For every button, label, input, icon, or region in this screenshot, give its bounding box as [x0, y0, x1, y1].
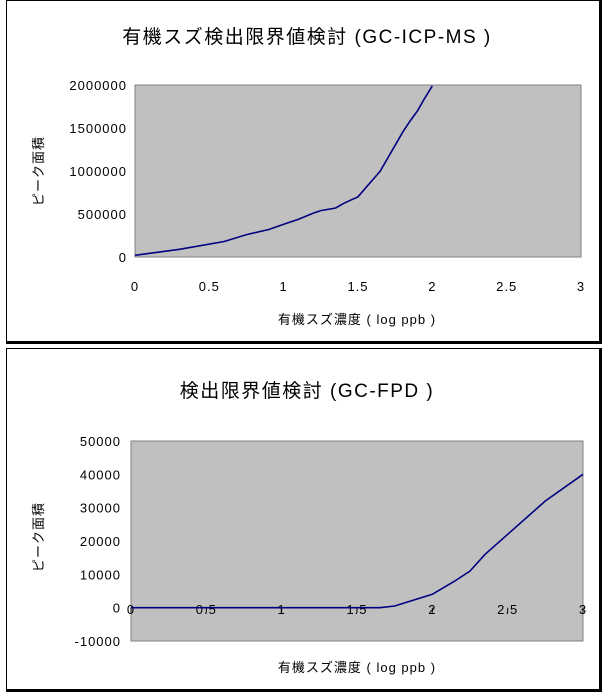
series-line	[134, 85, 433, 257]
y-tick-label: 0	[119, 250, 127, 265]
y-tick-label: 500000	[78, 207, 127, 222]
y-axis-label: ピーク面積	[31, 136, 46, 206]
y-tick-label: 1500000	[69, 121, 127, 136]
y-tick-label: 30000	[80, 501, 121, 516]
x-tick-label: 2	[428, 279, 436, 294]
y-tick-label: 0	[113, 601, 121, 616]
y-tick-label: 1000000	[69, 164, 127, 179]
y-tick-label: 2000000	[69, 78, 127, 93]
x-tick-label: 2.5	[496, 279, 517, 294]
x-tick-label: 1.5	[347, 279, 368, 294]
chart-fpd-svg: 検出限界値検討 (GC-FPD ) -10000 0 10000 20000 30000…	[31, 380, 586, 675]
chart-icp-ms: 有機スズ検出限界値検討 (GC-ICP-MS ) 0 500000 1000000 1…	[6, 0, 602, 344]
chart-icp-ms-svg: 有機スズ検出限界値検討 (GC-ICP-MS ) 0 500000 1000000 1…	[31, 26, 585, 327]
x-tick-label: 0.5	[199, 279, 220, 294]
x-tick-label: 1	[280, 279, 288, 294]
series-line	[131, 473, 584, 609]
y-axis-label: ピーク面積	[31, 502, 46, 572]
x-axis-label: 有機スズ濃度 ( log ppb )	[278, 660, 436, 675]
chart-title: 検出限界値検討 (GC-FPD )	[180, 380, 435, 402]
y-tick-label: 50000	[80, 434, 121, 449]
chart-title: 有機スズ検出限界値検討 (GC-ICP-MS )	[122, 26, 492, 48]
y-tick-label: 20000	[80, 534, 121, 549]
x-axis-label: 有機スズ濃度 ( log ppb )	[278, 312, 436, 327]
x-tick-label: 0	[131, 279, 139, 294]
plot-area	[134, 84, 582, 258]
y-tick-label: 40000	[80, 467, 121, 482]
y-tick-label: 10000	[80, 567, 121, 582]
x-tick-label: 3	[577, 279, 585, 294]
chart-fpd: 検出限界値検討 (GC-FPD ) -10000 0 10000 20000 30000…	[6, 348, 602, 692]
y-tick-label: -10000	[75, 634, 121, 649]
